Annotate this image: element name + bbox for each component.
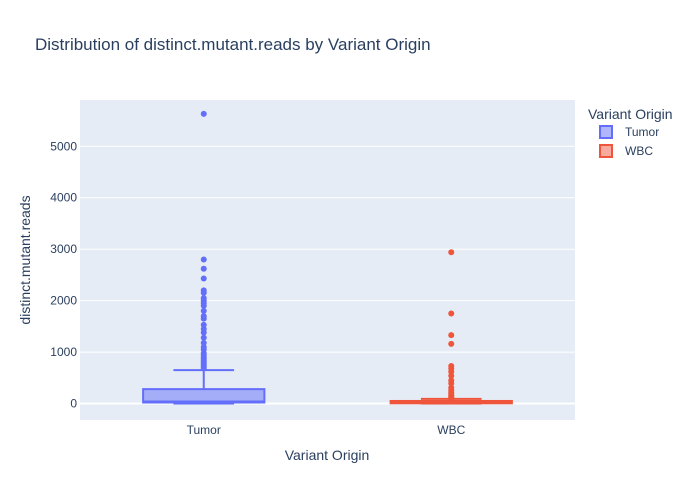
outlier-point bbox=[200, 287, 207, 294]
outlier-point bbox=[200, 110, 207, 117]
x-tick-label: Tumor bbox=[187, 423, 221, 437]
outlier-point bbox=[200, 275, 207, 282]
outlier-point bbox=[200, 307, 207, 314]
outlier-point bbox=[448, 340, 455, 347]
y-tick-label: 4000 bbox=[50, 191, 77, 205]
outlier-point bbox=[448, 377, 455, 384]
legend-swatch-wbc bbox=[599, 144, 613, 158]
outlier-point bbox=[448, 332, 455, 339]
outlier-point bbox=[200, 325, 207, 332]
outlier-point bbox=[448, 384, 455, 391]
box-traces bbox=[142, 110, 513, 405]
y-axis-ticks: 0 1000 2000 3000 4000 5000 bbox=[50, 139, 77, 410]
y-tick-label: 1000 bbox=[50, 345, 77, 359]
y-tick-label: 3000 bbox=[50, 242, 77, 256]
box-trace-tumor bbox=[142, 110, 266, 405]
legend: Tumor WBC bbox=[599, 125, 659, 158]
y-axis-title: distinct.mutant.reads bbox=[17, 195, 33, 324]
legend-label-wbc: WBC bbox=[625, 144, 653, 158]
chart-title: Distribution of distinct.mutant.reads by… bbox=[35, 35, 431, 54]
outlier-point bbox=[448, 362, 455, 369]
legend-label-tumor: Tumor bbox=[625, 125, 659, 139]
outlier-point bbox=[448, 249, 455, 256]
y-tick-label: 5000 bbox=[50, 139, 77, 153]
outlier-point bbox=[200, 313, 207, 320]
outlier-point bbox=[448, 310, 455, 317]
y-tick-label: 0 bbox=[70, 397, 77, 411]
outlier-point bbox=[448, 372, 455, 379]
y-tick-label: 2000 bbox=[50, 294, 77, 308]
outlier-point bbox=[200, 343, 207, 350]
plot-area bbox=[80, 100, 575, 420]
outlier-point bbox=[200, 321, 207, 328]
legend-title: Variant Origin bbox=[588, 106, 673, 122]
outlier-point bbox=[200, 334, 207, 341]
x-tick-label: WBC bbox=[437, 423, 465, 437]
box-iqr bbox=[142, 388, 266, 404]
outlier-point bbox=[200, 339, 207, 346]
outlier-point bbox=[200, 295, 207, 302]
x-axis-title: Variant Origin bbox=[285, 447, 370, 463]
x-axis-ticks: Tumor WBC bbox=[187, 423, 466, 437]
legend-swatch-tumor bbox=[599, 125, 613, 139]
outlier-point bbox=[200, 265, 207, 272]
outlier-point bbox=[200, 256, 207, 263]
box-trace-wbc bbox=[389, 249, 513, 405]
